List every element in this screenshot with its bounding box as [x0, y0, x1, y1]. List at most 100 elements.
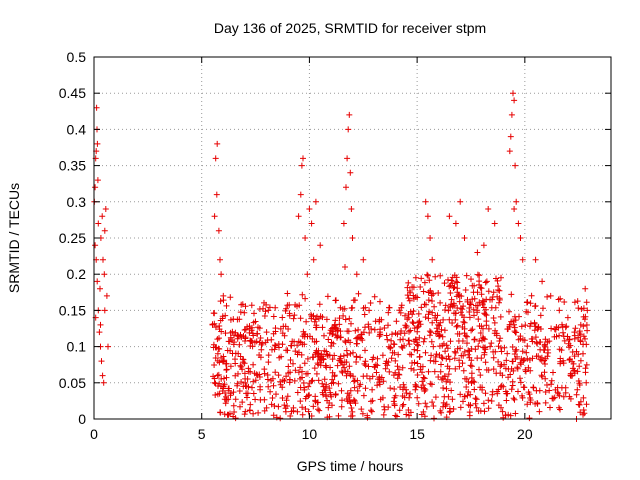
data-point — [309, 377, 316, 384]
data-point — [511, 97, 518, 104]
data-point — [418, 304, 425, 311]
data-point — [461, 348, 468, 355]
data-point — [338, 403, 345, 410]
data-point — [542, 399, 549, 406]
data-point — [403, 390, 410, 397]
data-point — [487, 296, 493, 303]
data-point — [381, 325, 388, 331]
data-point — [466, 305, 473, 311]
data-point — [483, 312, 490, 319]
data-point — [213, 191, 220, 198]
data-point — [477, 372, 484, 379]
data-point — [374, 355, 381, 362]
data-point — [92, 184, 99, 191]
data-point — [310, 312, 317, 319]
data-point — [412, 274, 419, 281]
data-point — [411, 346, 418, 353]
data-point — [445, 307, 452, 314]
data-point — [569, 365, 576, 372]
data-point — [406, 412, 412, 419]
data-point — [406, 341, 413, 348]
data-point — [349, 235, 356, 241]
data-point — [499, 372, 506, 379]
data-point — [461, 235, 468, 241]
data-point — [439, 355, 446, 362]
data-point — [481, 351, 488, 358]
data-point — [498, 404, 504, 411]
data-point — [219, 358, 226, 365]
data-point — [344, 368, 351, 375]
data-point — [414, 372, 421, 378]
data-point — [481, 344, 488, 351]
data-point — [227, 392, 234, 399]
data-point — [429, 298, 435, 304]
data-point — [394, 331, 401, 338]
data-point — [238, 363, 245, 370]
data-point — [443, 385, 450, 392]
data-point — [575, 305, 582, 312]
data-point — [563, 323, 570, 330]
data-point — [346, 392, 353, 399]
data-point — [297, 398, 304, 405]
data-point — [422, 314, 429, 321]
data-point — [527, 323, 533, 330]
data-point — [234, 380, 241, 387]
data-point — [449, 320, 456, 326]
data-point — [411, 325, 418, 332]
data-point — [485, 206, 492, 212]
data-point — [476, 366, 482, 373]
data-point — [321, 376, 328, 383]
data-point — [415, 342, 421, 349]
data-point — [524, 401, 531, 408]
data-point — [269, 375, 276, 382]
data-point — [573, 391, 580, 398]
data-point — [348, 405, 355, 411]
data-point — [355, 290, 362, 297]
data-point — [283, 373, 290, 380]
data-point — [277, 378, 284, 385]
data-point — [405, 279, 412, 286]
data-point — [482, 390, 489, 397]
data-point — [454, 279, 461, 286]
data-point — [519, 256, 526, 263]
data-point — [403, 411, 410, 418]
data-point — [472, 400, 479, 407]
data-point — [560, 393, 567, 400]
data-point — [476, 338, 483, 344]
data-point — [554, 384, 561, 391]
data-point — [539, 278, 546, 285]
data-point — [379, 394, 386, 401]
data-point — [231, 409, 238, 415]
data-point — [223, 302, 230, 309]
data-point — [265, 359, 272, 366]
data-point — [452, 310, 459, 317]
data-point — [425, 297, 432, 304]
data-point — [335, 412, 342, 419]
data-point — [229, 328, 236, 335]
data-point — [577, 398, 584, 405]
data-point — [247, 401, 254, 408]
data-point — [98, 358, 105, 365]
data-point — [537, 326, 544, 332]
data-point — [453, 278, 460, 285]
data-point — [469, 282, 476, 289]
data-point — [315, 406, 321, 413]
data-point — [469, 296, 476, 303]
data-point — [490, 354, 497, 361]
data-point — [390, 372, 397, 379]
data-point — [279, 341, 286, 348]
data-point — [94, 278, 101, 285]
data-point — [368, 407, 374, 414]
data-point — [474, 271, 481, 278]
data-point — [526, 415, 533, 422]
data-point — [572, 325, 579, 332]
data-point — [477, 330, 484, 336]
data-point — [577, 409, 584, 416]
data-point — [544, 293, 551, 300]
data-point — [440, 316, 447, 323]
data-point — [511, 328, 518, 335]
y-tick-label: 0.45 — [59, 85, 86, 101]
data-point — [93, 104, 100, 111]
data-point — [240, 383, 247, 390]
data-point — [358, 406, 365, 413]
